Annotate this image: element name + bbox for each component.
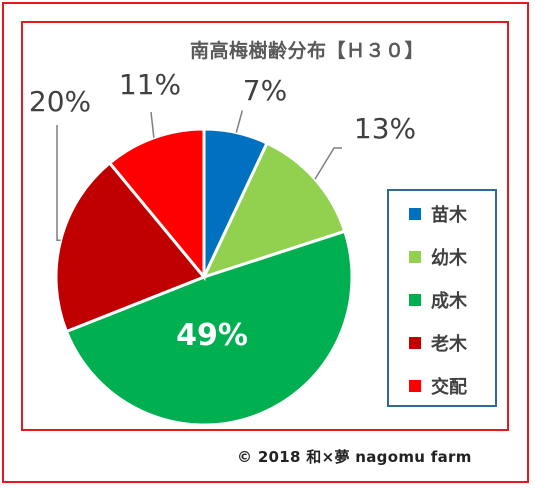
legend-item-crossbred: 交配 xyxy=(409,373,467,399)
chart-title: 南高梅樹齢分布【Ｈ３０】 xyxy=(190,40,425,62)
data-label-crossbred: 11% xyxy=(119,68,181,101)
legend-swatch-crossbred xyxy=(409,380,421,392)
legend-item-mature: 成木 xyxy=(409,287,467,313)
data-label-young: 13% xyxy=(354,112,416,145)
legend-label-crossbred: 交配 xyxy=(431,377,467,398)
legend-item-seedling: 苗木 xyxy=(409,201,467,227)
data-label-seedling: 7% xyxy=(243,74,287,107)
legend-item-young: 幼木 xyxy=(409,244,467,270)
data-label-old: 20% xyxy=(29,85,91,118)
legend-label-old: 老木 xyxy=(431,334,467,355)
data-label-mature: 49% xyxy=(176,318,248,353)
leader-line-seedling xyxy=(235,110,244,133)
copyright-footer: © 2018 和×夢 nagomu farm xyxy=(237,448,472,466)
legend-label-seedling: 苗木 xyxy=(431,205,467,226)
leader-line-crossbred xyxy=(150,111,155,138)
legend-swatch-old xyxy=(409,337,421,349)
legend-item-old: 老木 xyxy=(409,330,467,356)
legend-swatch-mature xyxy=(409,294,421,306)
legend-label-mature: 成木 xyxy=(431,291,467,312)
leader-line-old xyxy=(56,125,61,241)
pie-slice-crossbred xyxy=(107,127,206,282)
pie-slice-old xyxy=(54,160,207,334)
pie-slice-mature xyxy=(64,229,354,427)
pie-slice-young xyxy=(201,141,347,280)
legend-swatch-young xyxy=(409,251,421,263)
legend-label-young: 幼木 xyxy=(431,248,467,269)
leader-line-young xyxy=(314,147,342,180)
legend-swatch-seedling xyxy=(409,208,421,220)
legend: 苗木 幼木 成木 老木 交配 xyxy=(387,189,497,407)
